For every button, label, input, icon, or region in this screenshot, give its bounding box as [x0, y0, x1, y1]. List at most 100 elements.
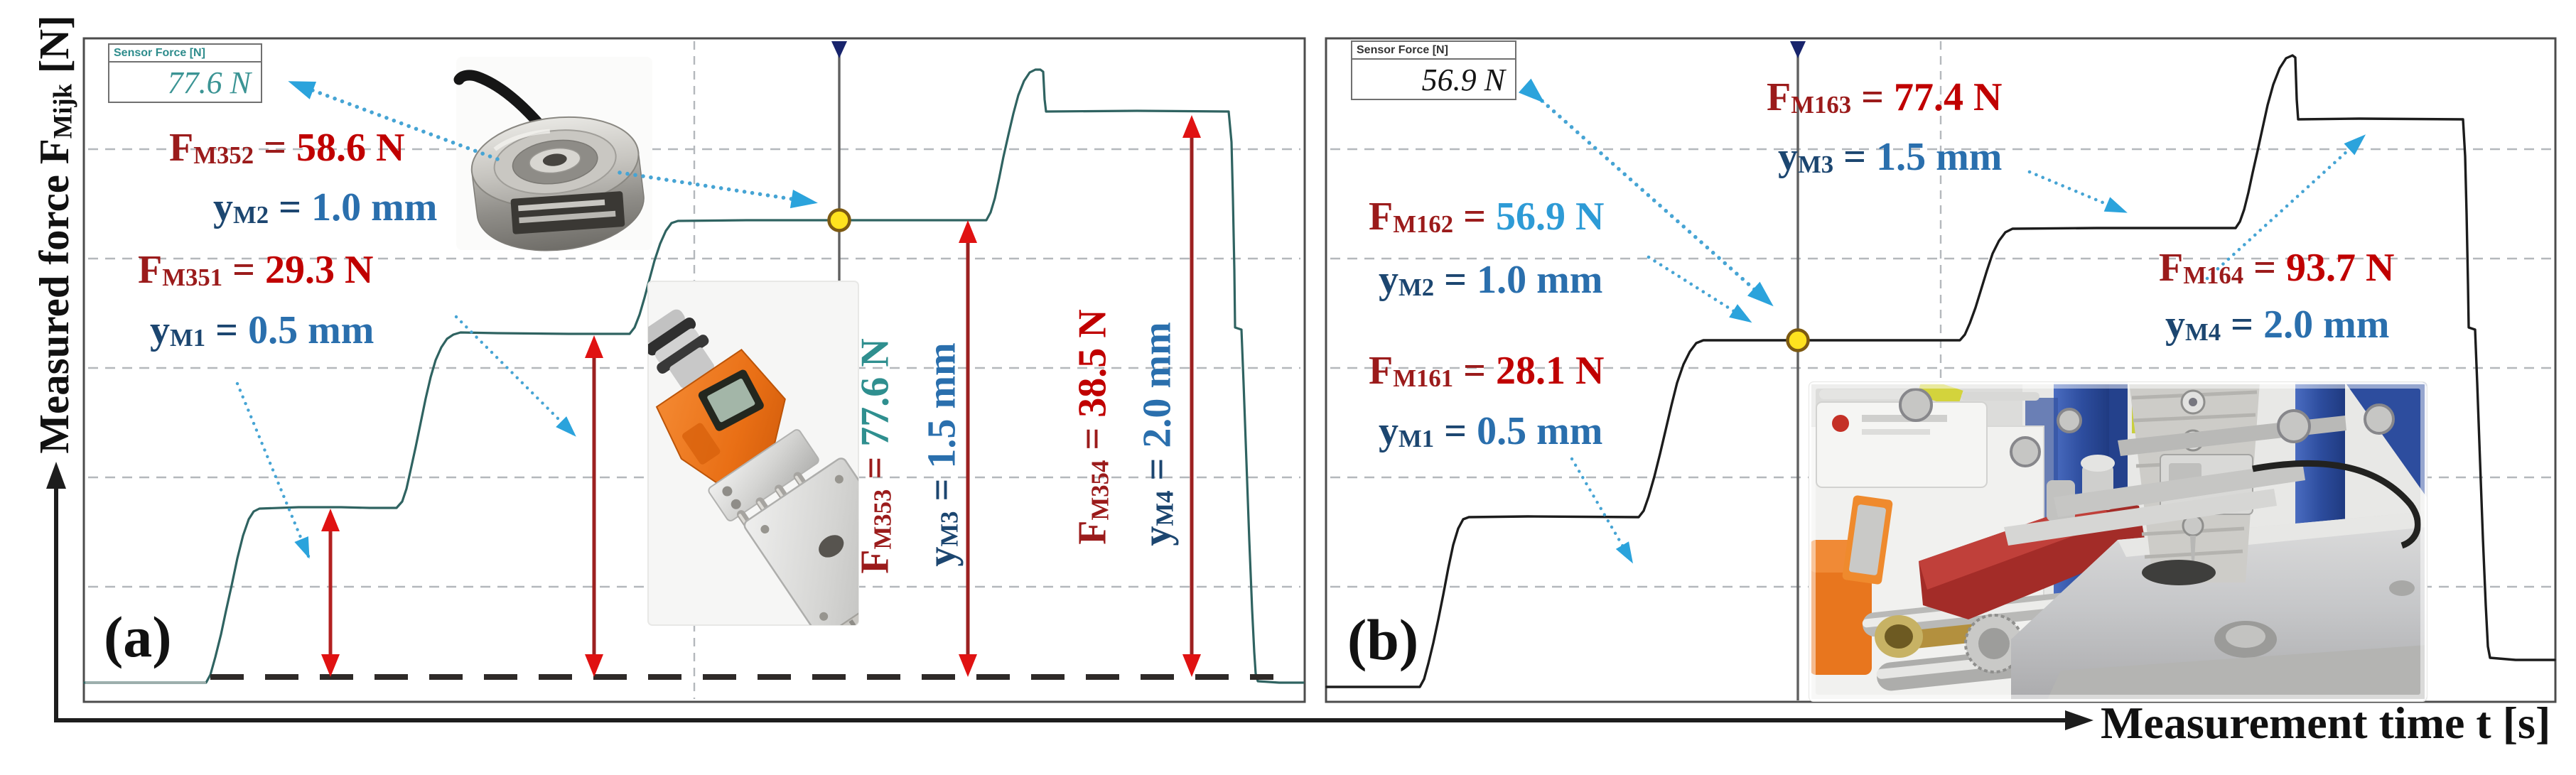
text-run-maroon: FM164: [2159, 246, 2243, 290]
y-axis-label: Measured force FMijk [N]: [31, 15, 78, 454]
text-run-navy: yM4: [2165, 303, 2221, 347]
ym1-eq-b: =: [1434, 409, 1477, 453]
threaded-rod: [1875, 614, 2024, 673]
ym1-eq-a: =: [205, 308, 249, 352]
fm352-eq-a: =: [254, 126, 296, 170]
fm162-eq-b: =: [1453, 195, 1496, 239]
ym4-sub-a: M4: [1150, 490, 1179, 526]
ym3-eq-a: =: [920, 468, 964, 511]
ym3-sym-a: y: [920, 546, 964, 567]
arrow-sensor-to-marker-a: [618, 170, 818, 209]
bolt-heads: [1899, 388, 2395, 467]
annotation-ym4-a: yM4 = 2.0 mm: [1136, 322, 1180, 546]
fm352-sym-a: F: [169, 126, 194, 170]
fm161-eq-b: =: [1453, 349, 1496, 393]
ym2-eq-b: =: [1434, 258, 1477, 302]
fm164-sub-b: M164: [2183, 261, 2244, 290]
annotation-ym4-b: yM4 = 2.0 mm: [2165, 305, 2389, 345]
annotation-fm163: FM163 = 77.4 N: [1767, 77, 2002, 118]
ym4-value-b: 2.0 mm: [2263, 303, 2390, 347]
ym1-value-b: 0.5 mm: [1477, 409, 1603, 453]
axis-arrows: [46, 462, 2093, 730]
ym3-eq-b: =: [1833, 135, 1877, 179]
sensor-force-box-a-title: Sensor Force [N]: [109, 45, 261, 63]
text-run-maroon: FM162: [1369, 195, 1453, 239]
annotation-fm353: FM353 = 77.6 N: [853, 338, 898, 574]
fm164-sym-b: F: [2159, 246, 2184, 290]
annotation-fm351: FM351 = 29.3 N: [138, 250, 373, 291]
x-axis-arrowhead: [2065, 710, 2093, 730]
cursor-top-triangle-a: [831, 41, 847, 58]
axes-y-label-subscript: Mijk: [48, 83, 77, 139]
text-run-navy: yM2: [213, 185, 269, 229]
ym4-eq-b: =: [2221, 303, 2264, 347]
arrow-ym1-a: [235, 381, 311, 559]
ym3-value-b: 1.5 mm: [1876, 135, 2003, 179]
annotation-ym2-a: yM2 = 1.0 mm: [213, 188, 437, 228]
gauge-bracket: [708, 429, 819, 522]
fm164-value-b: 93.7 N: [2286, 246, 2395, 290]
cursor-marker-a: [827, 208, 851, 232]
axes-y-label-prefix: Measured force F: [31, 139, 78, 454]
fm163-eq-b: =: [1851, 75, 1894, 119]
annotation-ym1-a: yM1 = 0.5 mm: [150, 310, 374, 351]
ym3-value-a: 1.5 mm: [920, 342, 964, 469]
panel-letter-a: (a): [104, 605, 172, 669]
text-run-maroon: FM353: [853, 489, 898, 574]
red-arrow-fm354: [1182, 115, 1201, 677]
annotation-ym3-a: yM3 = 1.5 mm: [920, 342, 964, 567]
text-run-maroon: FM354: [1071, 460, 1115, 545]
fm352-sub-a: M352: [193, 141, 254, 170]
gauge-knob-stack: [648, 309, 715, 389]
annotation-fm352: FM352 = 58.6 N: [169, 128, 404, 168]
gauge-orange-body: [655, 348, 786, 486]
fm163-sub-b: M163: [1791, 91, 1852, 119]
ym2-sym-b: y: [1379, 258, 1399, 302]
x-axis-label: Measurement time t [s]: [2101, 698, 2551, 748]
ym1-sub-a: M1: [170, 324, 206, 352]
fm163-value-b: 77.4 N: [1894, 75, 2003, 119]
test-rig-photo: [1809, 381, 2427, 702]
fm161-value-b: 28.1 N: [1496, 349, 1605, 393]
red-arrow-fm353: [959, 220, 977, 677]
red-dimension-arrows: [321, 115, 1201, 677]
fm351-value-a: 29.3 N: [265, 248, 374, 292]
ym4-sym-a: y: [1135, 526, 1180, 546]
sensor-force-box-b-value: 56.9 N: [1421, 63, 1505, 97]
sensor-force-box-b-title: Sensor Force [N]: [1352, 42, 1515, 60]
red-arrow-fm352: [585, 335, 603, 677]
text-run-navy: yM3: [1778, 135, 1833, 179]
fm162-sym-b: F: [1369, 195, 1394, 239]
fm163-sym-b: F: [1767, 75, 1791, 119]
ym2-sym-a: y: [213, 185, 233, 229]
annotation-fm354: FM354 = 38.5 N: [1070, 309, 1115, 545]
fm354-eq-a: =: [1070, 417, 1115, 460]
fm354-value-a: 38.5 N: [1070, 309, 1115, 418]
axes-y-label-suffix: [N]: [31, 15, 78, 84]
fm353-value-a: 77.6 N: [853, 338, 898, 447]
text-run-navy: yM1: [1379, 409, 1434, 453]
load-cell-photo: [453, 57, 652, 251]
arrow-sensor-to-box-a: [288, 80, 500, 161]
ym2-value-b: 1.0 mm: [1477, 258, 1603, 302]
fm161-sym-b: F: [1369, 349, 1394, 393]
force-curve-a: [83, 68, 1305, 684]
ym2-sub-b: M2: [1399, 273, 1435, 302]
fm351-sub-a: M351: [162, 264, 223, 292]
gauge-slide-plate: [743, 457, 858, 625]
annotation-fm164: FM164 = 93.7 N: [2159, 248, 2394, 288]
sensor-force-box-b: Sensor Force [N] 56.9 N: [1351, 40, 1516, 100]
text-run-navy: yM2: [1379, 258, 1434, 302]
arrow-ym3-b: [2027, 170, 2128, 214]
ym1-sub-b: M1: [1399, 425, 1435, 453]
force-curve-b: [1325, 54, 2556, 688]
annotation-ym3-b: yM3 = 1.5 mm: [1778, 137, 2002, 178]
ym4-sym-b: y: [2165, 303, 2185, 347]
text-run-navy: yM4: [1136, 491, 1180, 546]
text-run-maroon: FM161: [1369, 349, 1453, 393]
ym1-sym-b: y: [1379, 409, 1399, 453]
fm351-eq-a: =: [222, 248, 265, 292]
ym2-value-a: 1.0 mm: [311, 185, 438, 229]
